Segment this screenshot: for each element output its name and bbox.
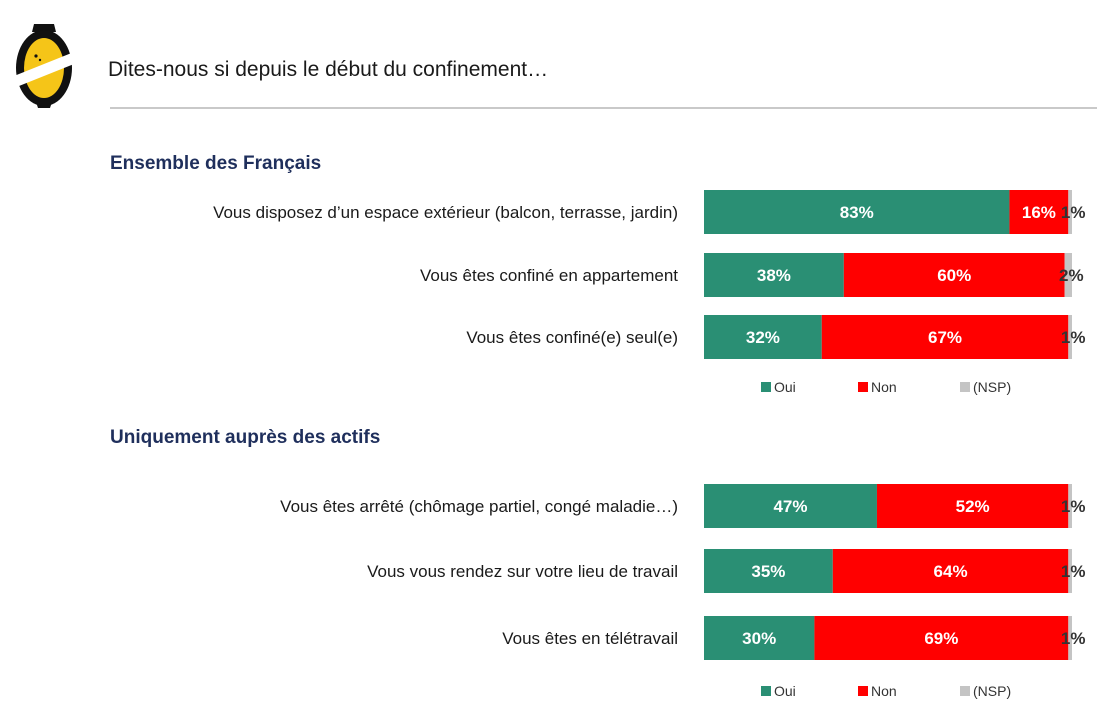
category-label: Vous êtes confiné en appartement xyxy=(420,266,678,285)
legend-label-nsp: (NSP) xyxy=(973,379,1011,395)
legend-swatch-non xyxy=(858,686,868,696)
data-label-oui: 35% xyxy=(751,562,785,581)
legend-label-non: Non xyxy=(871,379,897,395)
data-label-oui: 83% xyxy=(840,203,874,222)
title-divider xyxy=(110,107,1097,109)
bar-nsp xyxy=(1068,190,1072,234)
legend-label-nsp: (NSP) xyxy=(973,683,1011,699)
logo-cap xyxy=(32,24,56,32)
legend-swatch-oui xyxy=(761,686,771,696)
data-label-nsp: 1% xyxy=(1061,203,1086,222)
data-label-non: 16% xyxy=(1022,203,1056,222)
legend-swatch-nsp xyxy=(960,686,970,696)
section-title-actifs: Uniquement auprès des actifs xyxy=(110,427,381,448)
bar-oui xyxy=(704,616,815,660)
data-label-nsp: 1% xyxy=(1061,497,1086,516)
data-label-nsp: 1% xyxy=(1061,328,1086,347)
category-label: Vous vous rendez sur votre lieu de trava… xyxy=(367,562,678,581)
bar-nsp xyxy=(1068,484,1072,528)
bar-non xyxy=(876,484,1069,528)
logo-base xyxy=(36,102,52,108)
bar-oui xyxy=(704,190,1010,234)
legend-swatch-oui xyxy=(761,382,771,392)
section-title-ensemble: Ensemble des Français xyxy=(110,153,322,174)
data-label-non: 67% xyxy=(928,328,962,347)
bar-non xyxy=(821,315,1069,359)
category-label: Vous êtes en télétravail xyxy=(502,629,678,648)
data-label-non: 60% xyxy=(937,266,971,285)
bar-non xyxy=(814,616,1069,660)
bar-oui xyxy=(704,549,833,593)
category-label: Vous êtes confiné(e) seul(e) xyxy=(466,328,678,347)
data-label-oui: 38% xyxy=(757,266,791,285)
logo-dot xyxy=(38,58,42,62)
data-label-nsp: 1% xyxy=(1061,629,1086,648)
data-label-oui: 47% xyxy=(773,497,807,516)
category-label: Vous disposez d’un espace extérieur (bal… xyxy=(213,203,678,222)
bar-non xyxy=(1009,190,1069,234)
data-label-non: 64% xyxy=(934,562,968,581)
data-label-oui: 32% xyxy=(746,328,780,347)
legend-label-non: Non xyxy=(871,683,897,699)
data-label-non: 69% xyxy=(924,629,958,648)
data-label-nsp: 2% xyxy=(1059,266,1084,285)
brand-logo xyxy=(14,24,74,108)
page-title: Dites-nous si depuis le début du confine… xyxy=(108,58,549,81)
bar-nsp xyxy=(1068,549,1072,593)
bar-oui xyxy=(704,315,822,359)
logo-dot xyxy=(34,54,38,58)
bar-nsp xyxy=(1068,315,1072,359)
legend-label-oui: Oui xyxy=(774,379,796,395)
data-label-non: 52% xyxy=(956,497,990,516)
category-label: Vous êtes arrêté (chômage partiel, congé… xyxy=(280,497,678,516)
data-label-nsp: 1% xyxy=(1061,562,1086,581)
data-label-oui: 30% xyxy=(742,629,776,648)
bar-oui xyxy=(704,484,877,528)
bar-non xyxy=(832,549,1069,593)
legend-swatch-nsp xyxy=(960,382,970,392)
logo-slash xyxy=(14,52,74,88)
bar-non xyxy=(843,253,1065,297)
legend-swatch-non xyxy=(858,382,868,392)
bar-nsp xyxy=(1064,253,1072,297)
legend-label-oui: Oui xyxy=(774,683,796,699)
bar-oui xyxy=(704,253,844,297)
bar-nsp xyxy=(1068,616,1072,660)
